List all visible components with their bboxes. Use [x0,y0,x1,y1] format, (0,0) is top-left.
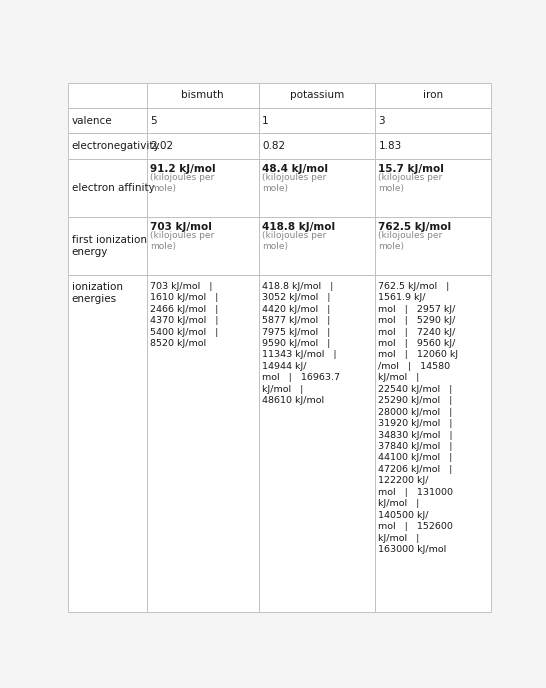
Text: (kilojoules per
mole): (kilojoules per mole) [150,231,214,252]
Bar [259,217,375,275]
Text: electron affinity: electron affinity [72,183,155,193]
Bar [259,83,375,108]
Text: 0.82: 0.82 [262,141,285,151]
Text: electronegativity: electronegativity [72,141,161,151]
Text: valence: valence [72,116,112,126]
Bar [146,217,259,275]
Bar [375,159,491,217]
Bar [259,159,375,217]
Text: 762.5 kJ/mol: 762.5 kJ/mol [378,222,452,233]
Text: 15.7 kJ/mol: 15.7 kJ/mol [378,164,444,174]
Bar [259,275,375,612]
Text: (kilojoules per
mole): (kilojoules per mole) [378,231,443,252]
Text: (kilojoules per
mole): (kilojoules per mole) [378,173,443,193]
Bar [68,83,146,108]
Bar [259,108,375,133]
Text: 91.2 kJ/mol: 91.2 kJ/mol [150,164,216,174]
Text: 1.83: 1.83 [378,141,402,151]
Bar [68,133,146,159]
Text: potassium: potassium [290,90,344,100]
Text: 1: 1 [262,116,269,126]
Bar [146,133,259,159]
Bar [146,159,259,217]
Bar [68,159,146,217]
Text: 762.5 kJ/mol   |
1561.9 kJ/
mol   |   2957 kJ/
mol   |   5290 kJ/
mol   |   7240: 762.5 kJ/mol | 1561.9 kJ/ mol | 2957 kJ/… [378,282,459,554]
Bar [146,83,259,108]
Bar [375,275,491,612]
Text: first ionization
energy: first ionization energy [72,235,147,257]
Text: 418.8 kJ/mol: 418.8 kJ/mol [262,222,335,233]
Text: 418.8 kJ/mol   |
3052 kJ/mol   |
4420 kJ/mol   |
5877 kJ/mol   |
7975 kJ/mol   |: 418.8 kJ/mol | 3052 kJ/mol | 4420 kJ/mol… [262,282,340,405]
Bar [146,275,259,612]
Bar [146,108,259,133]
Text: (kilojoules per
mole): (kilojoules per mole) [150,173,214,193]
Bar [375,83,491,108]
Bar [375,108,491,133]
Text: (kilojoules per
mole): (kilojoules per mole) [262,231,327,252]
Text: 703 kJ/mol   |
1610 kJ/mol   |
2466 kJ/mol   |
4370 kJ/mol   |
5400 kJ/mol   |
8: 703 kJ/mol | 1610 kJ/mol | 2466 kJ/mol |… [150,282,218,348]
Text: 2.02: 2.02 [150,141,173,151]
Bar [68,108,146,133]
Text: bismuth: bismuth [181,90,224,100]
Bar [68,217,146,275]
Text: 703 kJ/mol: 703 kJ/mol [150,222,212,233]
Bar [68,275,146,612]
Text: 48.4 kJ/mol: 48.4 kJ/mol [262,164,328,174]
Text: 5: 5 [150,116,157,126]
Bar [259,133,375,159]
Text: 3: 3 [378,116,385,126]
Bar [375,217,491,275]
Text: iron: iron [423,90,443,100]
Text: (kilojoules per
mole): (kilojoules per mole) [262,173,327,193]
Bar [375,133,491,159]
Text: ionization
energies: ionization energies [72,282,123,304]
